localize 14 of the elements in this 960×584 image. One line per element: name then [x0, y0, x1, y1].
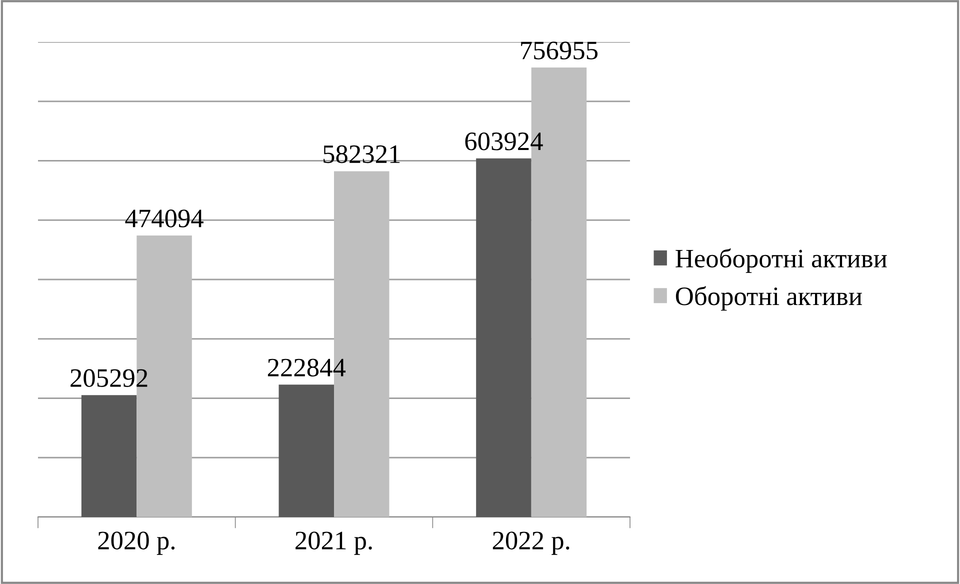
- data-label: 756955: [521, 42, 598, 60]
- legend-label: Необоротні активи: [676, 248, 887, 273]
- bar: [476, 158, 532, 517]
- legend-label: Оборотні активи: [676, 286, 862, 311]
- data-label: 205292: [70, 369, 148, 387]
- bar: [81, 395, 137, 517]
- data-label: 474094: [125, 210, 204, 228]
- data-label: 222844: [268, 358, 346, 377]
- data-label: 603924: [465, 132, 543, 150]
- bar: [278, 384, 334, 517]
- x-tick-label: 2021 р.: [296, 532, 372, 555]
- x-tick-label: 2020 р.: [98, 532, 175, 555]
- x-tick-label: 2022 р.: [492, 532, 570, 555]
- data-label: 582321: [324, 145, 400, 164]
